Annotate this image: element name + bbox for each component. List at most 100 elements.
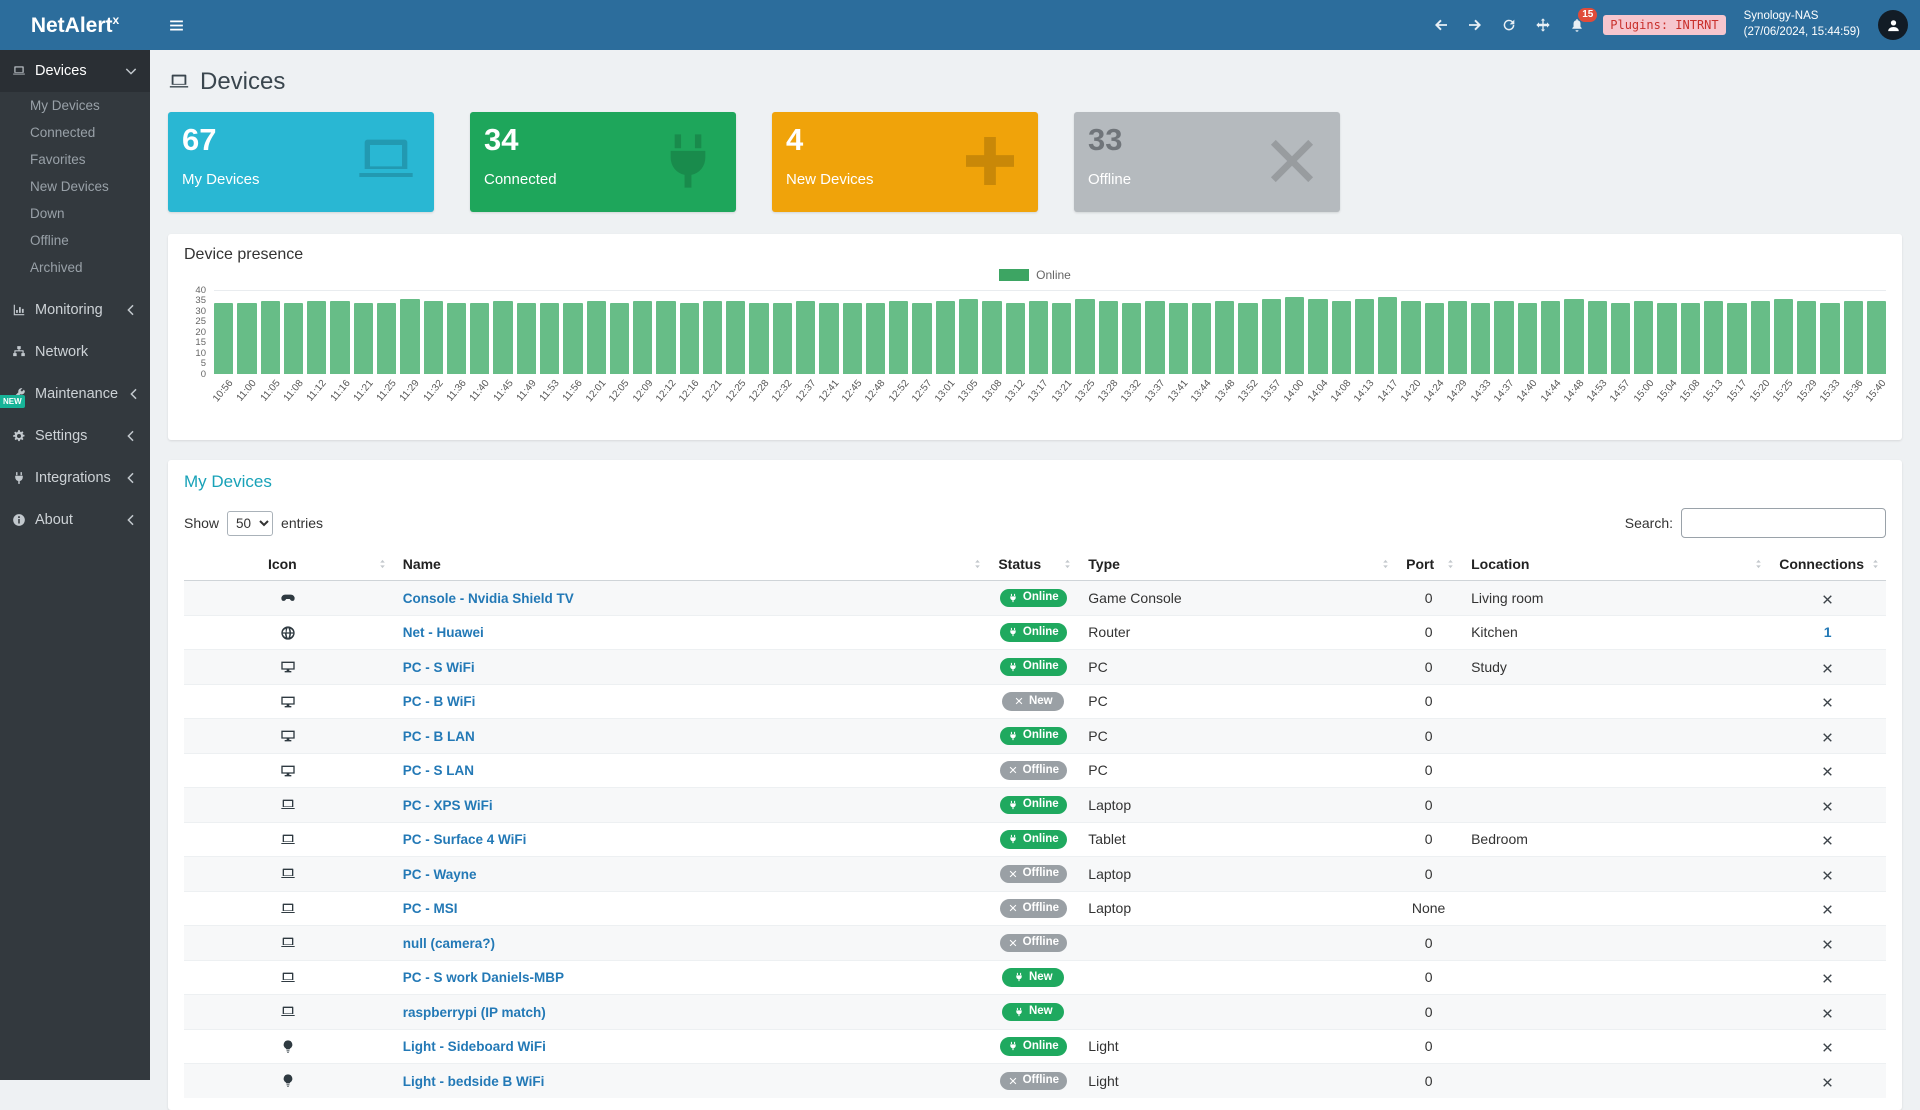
column-header-status[interactable]: Status	[988, 548, 1078, 581]
laptop-icon	[280, 832, 296, 848]
sidebar-subitem-favorites[interactable]: Favorites	[0, 146, 150, 173]
lightbulb-icon	[280, 1039, 296, 1055]
device-name-link[interactable]: PC - Wayne	[403, 867, 477, 882]
refresh-button[interactable]	[1501, 17, 1517, 33]
device-name-link[interactable]: PC - B WiFi	[403, 694, 476, 709]
device-name-link[interactable]: Light - bedside B WiFi	[403, 1074, 545, 1089]
sidebar-subitem-down[interactable]: Down	[0, 200, 150, 227]
xmark-icon	[1008, 869, 1018, 879]
device-name-link[interactable]: raspberrypi (IP match)	[403, 1005, 546, 1020]
chart-bar	[1494, 301, 1513, 374]
device-port: 0	[1396, 926, 1461, 961]
sidebar-item-about[interactable]: About	[0, 499, 150, 541]
chart-legend[interactable]: Online	[184, 268, 1886, 282]
device-name-link[interactable]: Light - Sideboard WiFi	[403, 1039, 546, 1054]
device-name-link[interactable]: PC - XPS WiFi	[403, 798, 493, 813]
x-tick-label: 12:01	[584, 378, 609, 404]
chart-bar	[493, 301, 512, 374]
x-tick-label: 14:40	[1515, 378, 1540, 404]
chart-bar	[843, 303, 862, 374]
chart-bar	[1541, 301, 1560, 374]
sidebar-subitem-my-devices[interactable]: My Devices	[0, 92, 150, 119]
x-tick-label: 13:05	[956, 378, 981, 404]
nav-forward-button[interactable]	[1467, 17, 1483, 33]
sidebar-item-monitoring[interactable]: Monitoring	[0, 289, 150, 331]
chart-bar	[1471, 303, 1490, 374]
sidebar-subitem-connected[interactable]: Connected	[0, 119, 150, 146]
xmark-icon	[1821, 1007, 1834, 1020]
column-header-location[interactable]: Location	[1461, 548, 1769, 581]
move-button[interactable]	[1535, 17, 1551, 33]
column-header-type[interactable]: Type	[1078, 548, 1396, 581]
sidebar-item-label: Integrations	[35, 470, 111, 486]
xmark-icon	[1821, 903, 1834, 916]
sidebar-item-devices[interactable]: Devices	[0, 50, 150, 92]
chart-bar	[889, 301, 908, 374]
device-port: 0	[1396, 581, 1461, 616]
column-header-connections[interactable]: Connections	[1769, 548, 1886, 581]
device-connections-cell	[1769, 788, 1886, 823]
sidebar-item-network[interactable]: Network	[0, 331, 150, 373]
device-icon-cell	[184, 753, 393, 788]
column-header-icon[interactable]: Icon	[184, 548, 393, 581]
x-tick-label: 15:13	[1701, 378, 1726, 404]
device-name-link[interactable]: PC - S WiFi	[403, 660, 475, 675]
status-badge: Online	[1000, 623, 1067, 642]
device-name-link[interactable]: PC - S LAN	[403, 763, 474, 778]
device-name-link[interactable]: PC - Surface 4 WiFi	[403, 832, 527, 847]
user-avatar[interactable]	[1878, 10, 1908, 40]
chart-bar	[1332, 301, 1351, 374]
device-icon-cell	[184, 615, 393, 650]
page-length-select[interactable]: 50	[227, 511, 273, 536]
sidebar-subitem-archived[interactable]: Archived	[0, 254, 150, 281]
device-icon-cell	[184, 960, 393, 995]
sidebar-item-settings[interactable]: Settings	[0, 415, 150, 457]
status-badge: Online	[1000, 830, 1067, 849]
app-logo[interactable]: NetAlertx	[0, 13, 150, 38]
x-tick-label: 11:00	[235, 378, 259, 404]
hamburger-menu-button[interactable]	[150, 17, 203, 34]
chart-bar	[1704, 301, 1723, 374]
plugins-status-badge[interactable]: Plugins: INTRNT	[1603, 15, 1725, 35]
column-label: Status	[998, 556, 1041, 572]
device-name-link[interactable]: Console - Nvidia Shield TV	[403, 591, 574, 606]
search-input[interactable]	[1681, 508, 1886, 538]
chart-bar	[1262, 299, 1281, 374]
device-name-link[interactable]: PC - B LAN	[403, 729, 475, 744]
device-name-link[interactable]: null (camera?)	[403, 936, 495, 951]
sidebar-item-label: Network	[35, 344, 88, 360]
sidebar-item-integrations[interactable]: Integrations	[0, 457, 150, 499]
device-type: Light	[1078, 1029, 1396, 1064]
sidebar-subitem-offline[interactable]: Offline	[0, 227, 150, 254]
column-header-name[interactable]: Name	[393, 548, 989, 581]
xmark-icon	[1821, 800, 1834, 813]
x-tick-label: 11:32	[421, 378, 445, 404]
device-name-link[interactable]: PC - MSI	[403, 901, 458, 916]
chart-bar	[1867, 301, 1886, 374]
device-icon-cell	[184, 857, 393, 892]
connections-count-link[interactable]: 1	[1824, 624, 1832, 640]
x-tick-label: 14:24	[1422, 378, 1447, 404]
notifications-button[interactable]: 15	[1569, 17, 1585, 33]
x-tick-label: 15:33	[1818, 378, 1843, 404]
xmark-icon	[1821, 731, 1834, 744]
y-tick-label: 35	[195, 296, 206, 306]
desktop-icon	[280, 659, 296, 675]
nav-back-button[interactable]	[1433, 17, 1449, 33]
device-name-link[interactable]: Net - Huawei	[403, 625, 484, 640]
column-header-port[interactable]: Port	[1396, 548, 1461, 581]
sidebar-subitem-new-devices[interactable]: New Devices	[0, 173, 150, 200]
device-name-link[interactable]: PC - S work Daniels-MBP	[403, 970, 564, 985]
device-icon-cell	[184, 581, 393, 616]
device-connections-cell	[1769, 684, 1886, 719]
sidebar-item-maintenance[interactable]: Maintenance	[0, 373, 150, 415]
device-connections-cell: 1	[1769, 615, 1886, 650]
status-label: Offline	[1023, 868, 1059, 880]
plug-icon	[1008, 800, 1018, 810]
